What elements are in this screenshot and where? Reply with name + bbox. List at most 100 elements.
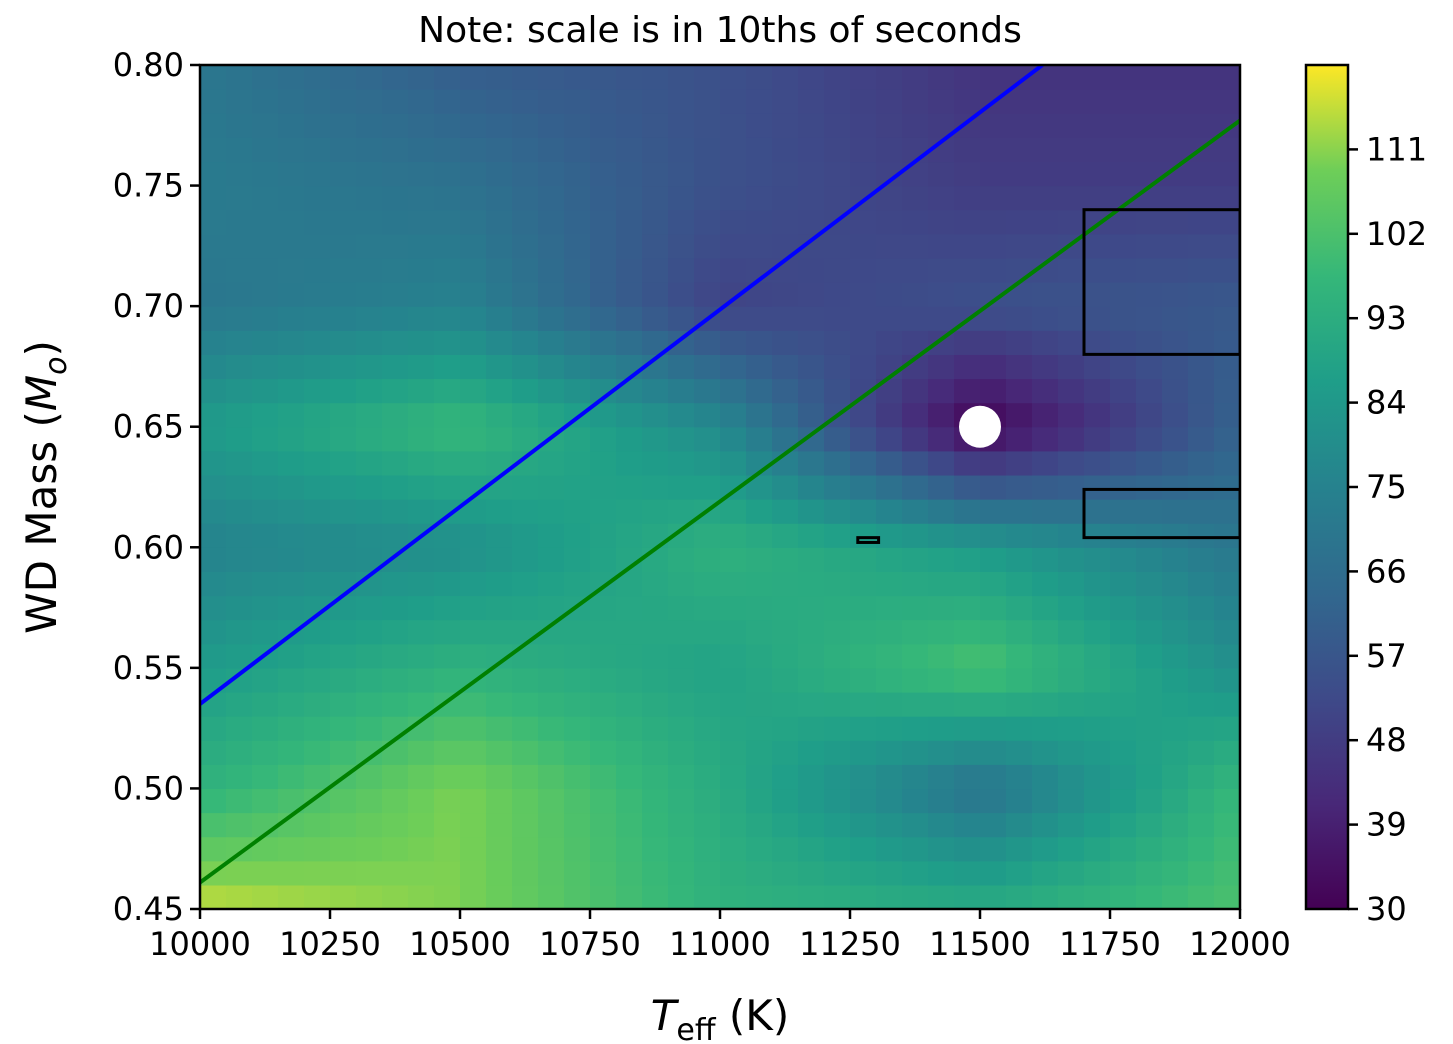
heatmap-cell: [642, 499, 669, 524]
heatmap-cell: [408, 836, 435, 862]
heatmap-cell: [772, 740, 799, 765]
heatmap-cell: [304, 860, 331, 886]
heatmap-cell: [590, 185, 617, 211]
heatmap-cell: [1058, 113, 1085, 138]
heatmap-cell: [330, 884, 357, 909]
heatmap-cell: [850, 547, 877, 572]
heatmap-cell: [1032, 450, 1059, 476]
heatmap-cell: [668, 426, 695, 452]
heatmap-cell: [512, 499, 539, 524]
region-box-3: [856, 536, 881, 544]
heatmap-cell: [1214, 740, 1240, 765]
heatmap-cell: [226, 89, 253, 114]
heatmap-cell: [824, 426, 851, 452]
heatmap-cell: [512, 643, 539, 669]
heatmap-cell: [928, 354, 955, 380]
heatmap-cell: [1032, 716, 1059, 741]
heatmap-cell: [902, 643, 929, 669]
heatmap-cell: [902, 306, 929, 331]
heatmap-cell: [460, 619, 487, 645]
heatmap-cell: [408, 402, 435, 428]
heatmap-cell: [876, 282, 903, 307]
y-axis: 0.45 0.50 0.55 0.60 0.65 0.70 0.75 0.80: [113, 46, 200, 928]
heatmap-cell: [1136, 884, 1163, 909]
heatmap-cell: [330, 257, 357, 283]
heatmap-cell: [902, 426, 929, 452]
heatmap-cell: [1058, 716, 1085, 741]
heatmap-cell: [850, 595, 877, 621]
heatmap-cell: [1188, 547, 1215, 572]
heatmap-cell: [460, 402, 487, 428]
heatmap-cell: [1110, 89, 1137, 114]
heatmap-cell: [746, 330, 773, 355]
heatmap-cell: [382, 788, 409, 814]
heatmap-cell: [1136, 547, 1163, 572]
heatmap-cell: [876, 860, 903, 886]
heatmap-cell: [590, 764, 617, 790]
heatmap-cell: [408, 113, 435, 138]
heatmap-cell: [1006, 89, 1033, 114]
heatmap-cell: [1136, 812, 1163, 838]
heatmap-cell: [434, 161, 461, 187]
heatmap-cell: [486, 740, 513, 765]
heatmap-cell: [798, 764, 825, 790]
heatmap-cell: [356, 716, 383, 741]
heatmap-cell: [538, 65, 565, 90]
heatmap-cell: [486, 233, 513, 259]
heatmap-cell: [1032, 89, 1059, 114]
heatmap-cell: [798, 547, 825, 572]
heatmap-cell: [434, 571, 461, 597]
heatmap-cell: [356, 884, 383, 909]
heatmap-cell: [694, 691, 721, 717]
heatmap-cell: [642, 571, 669, 597]
heatmap-cell: [876, 547, 903, 572]
heatmap-cell: [954, 547, 981, 572]
heatmap-cell: [850, 233, 877, 259]
heatmap-cell: [720, 643, 747, 669]
heatmap-cell: [512, 306, 539, 331]
heatmap-cell: [902, 667, 929, 693]
heatmap-cell: [434, 257, 461, 283]
heatmap-cell: [850, 716, 877, 741]
heatmap-cell: [1058, 667, 1085, 693]
heatmap-cell: [564, 764, 591, 790]
heatmap-cell: [538, 306, 565, 331]
heatmap-cell: [252, 571, 279, 597]
heatmap-cell: [200, 233, 227, 259]
heatmap-cell: [486, 378, 513, 404]
heatmap-cell: [1162, 282, 1189, 307]
y-tick-label: 0.65: [113, 408, 184, 446]
heatmap-cell: [772, 89, 799, 114]
heatmap-cell: [590, 113, 617, 138]
heatmap-cell: [252, 282, 279, 307]
heatmap-cell: [408, 474, 435, 500]
heatmap-cell: [668, 257, 695, 283]
heatmap-cell: [850, 402, 877, 428]
heatmap-cell: [512, 595, 539, 621]
heatmap-cell: [616, 691, 643, 717]
heatmap-cell: [460, 884, 487, 909]
heatmap-cell: [252, 257, 279, 283]
heatmap: [200, 65, 1240, 909]
heatmap-cell: [876, 209, 903, 235]
heatmap-cell: [252, 547, 279, 572]
heatmap-cell: [824, 595, 851, 621]
heatmap-cell: [434, 402, 461, 428]
heatmap-cell: [954, 89, 981, 114]
heatmap-cell: [382, 113, 409, 138]
heatmap-cell: [460, 185, 487, 211]
x-axis-label-main: T: [651, 991, 680, 1040]
heatmap-cell: [434, 667, 461, 693]
heatmap-cell: [954, 619, 981, 645]
heatmap-cell: [304, 764, 331, 790]
chart-title: Note: scale is in 10ths of seconds: [418, 10, 1022, 51]
heatmap-cell: [902, 185, 929, 211]
heatmap-cell: [1214, 65, 1240, 90]
heatmap-cell: [252, 65, 279, 90]
heatmap-cell: [928, 836, 955, 862]
heatmap-cell: [252, 764, 279, 790]
heatmap-cell: [512, 330, 539, 355]
heatmap-cell: [252, 667, 279, 693]
heatmap-cell: [876, 643, 903, 669]
heatmap-cell: [1058, 185, 1085, 211]
